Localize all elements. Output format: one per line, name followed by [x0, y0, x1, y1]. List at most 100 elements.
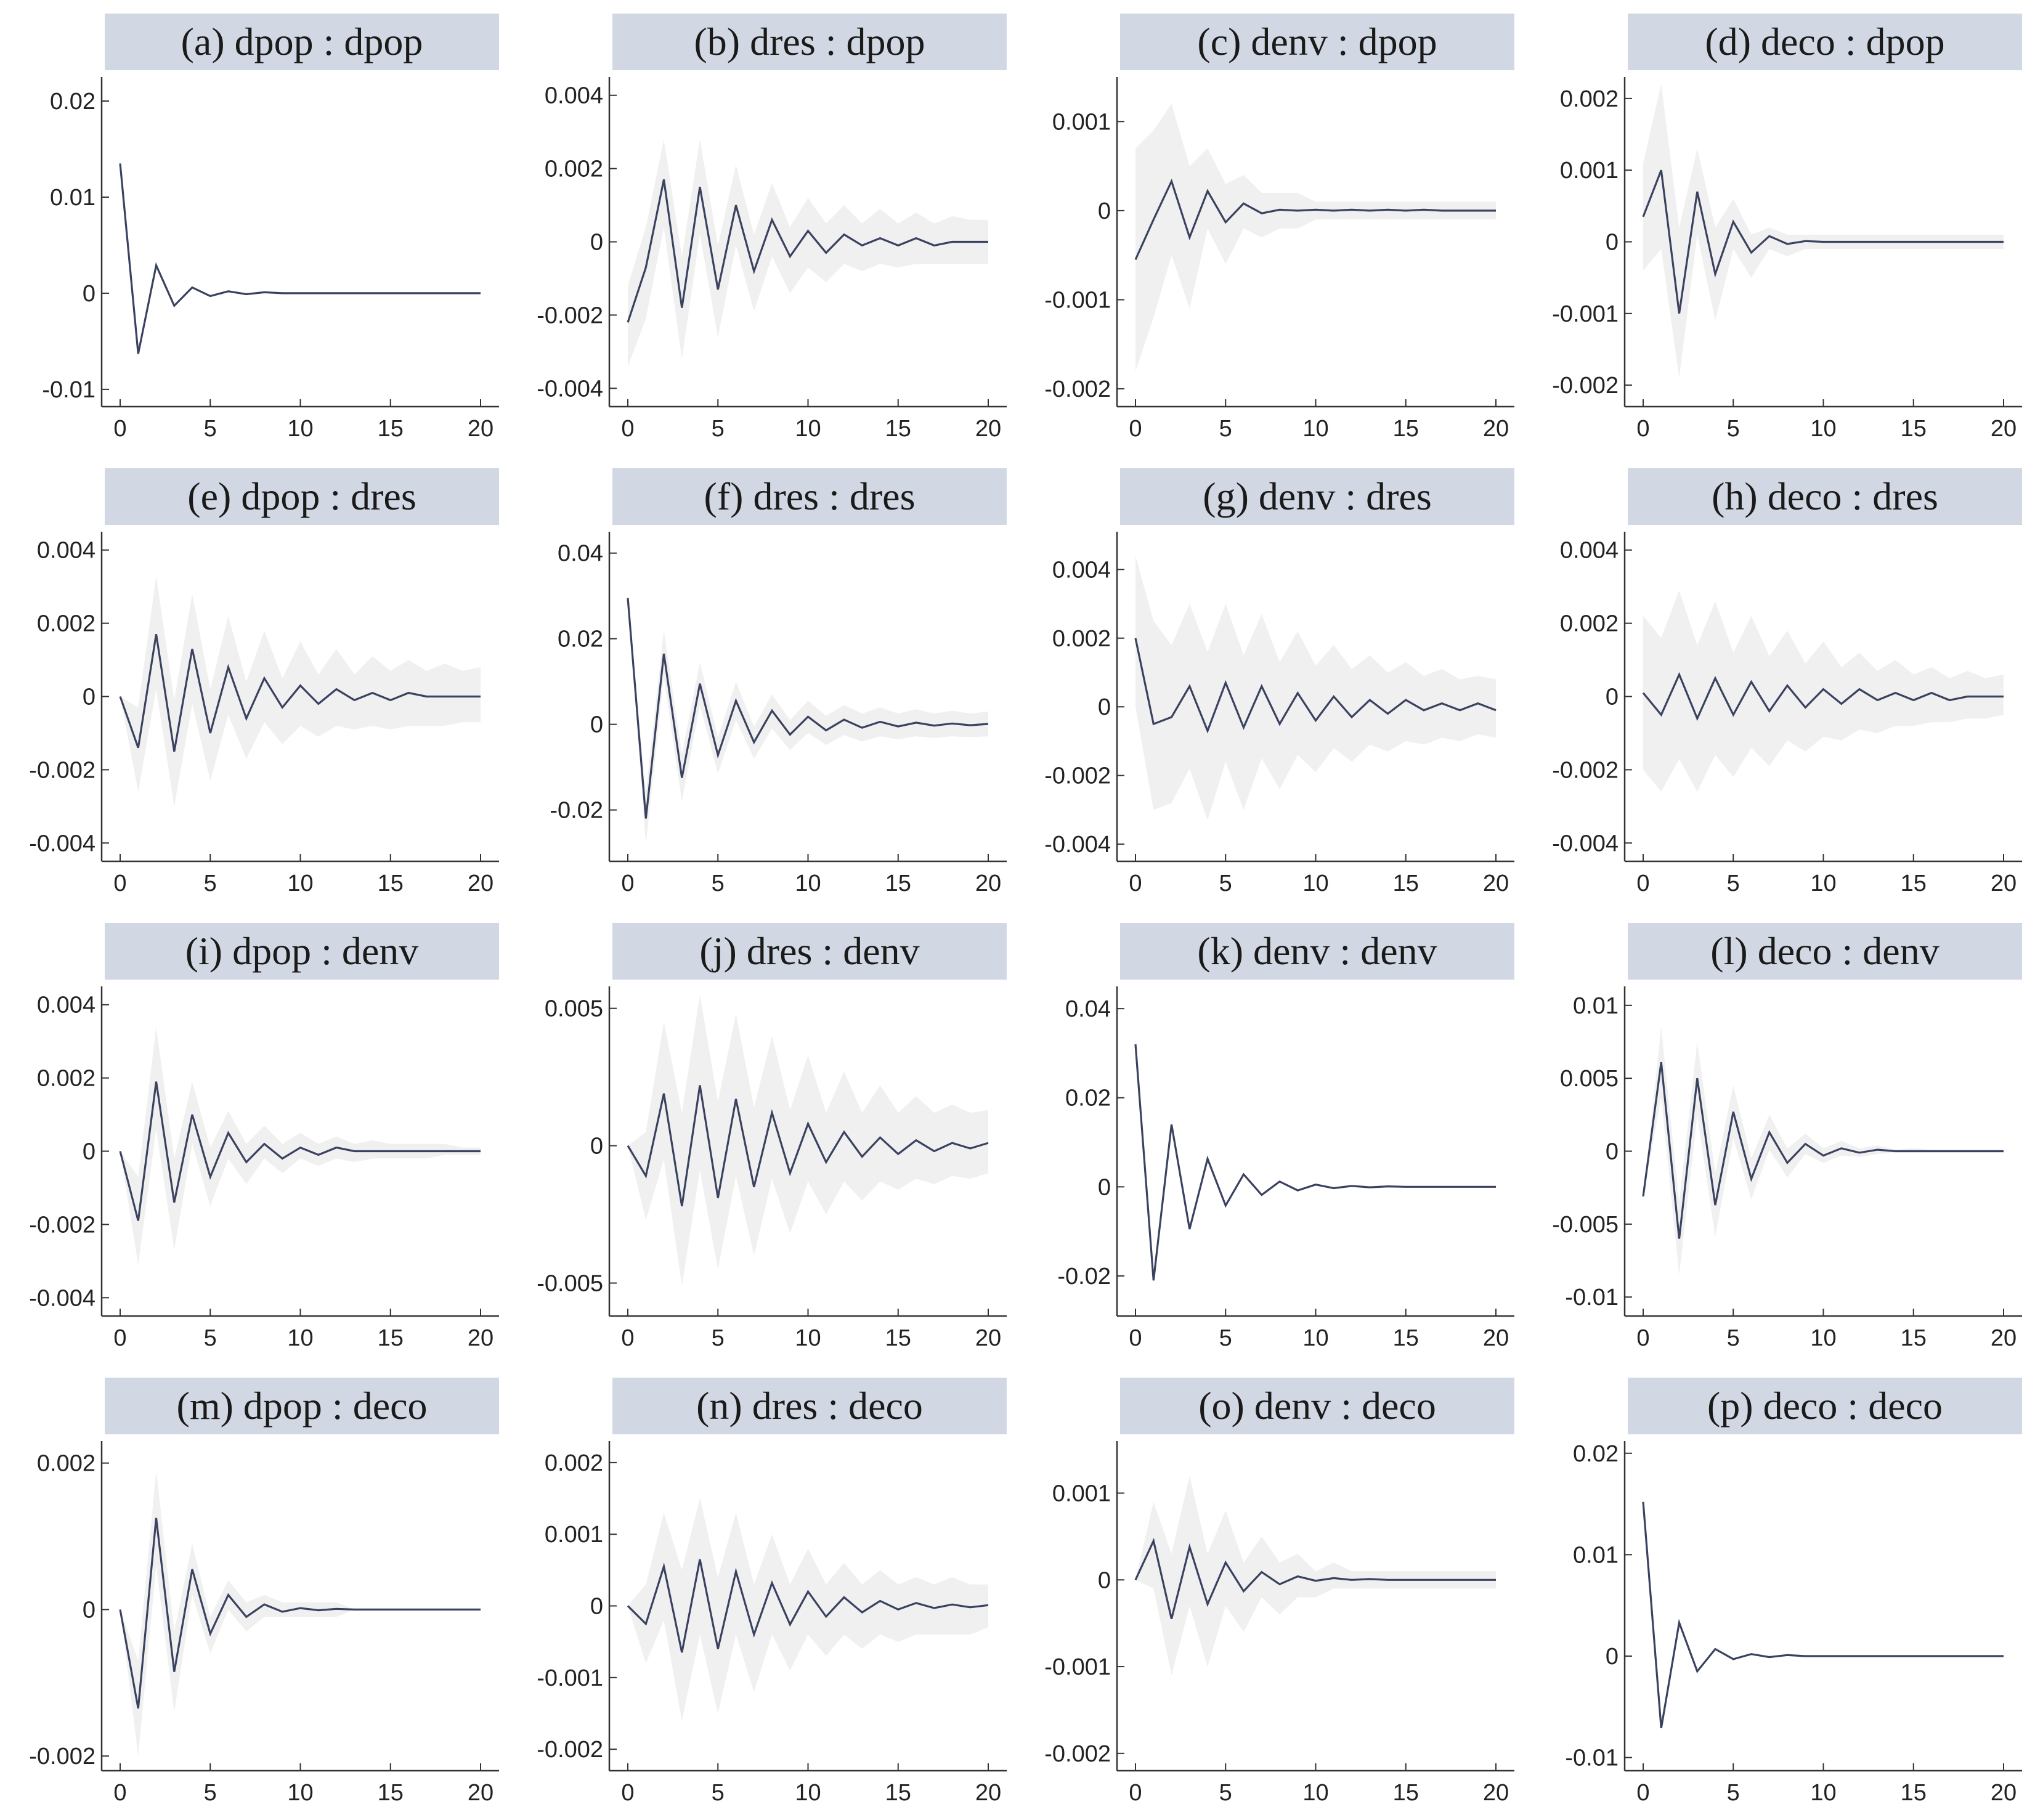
y-tick-label: -0.002	[1044, 1741, 1111, 1767]
confidence-band	[1135, 1044, 1496, 1281]
x-tick-label: 0	[1129, 1780, 1142, 1806]
response-line	[1642, 1062, 2004, 1239]
plot-area: -0.004 -0.002 0 0.002 0.004 0 5 10 15 20	[1552, 532, 2022, 896]
y-tick-label: 0.005	[1560, 1066, 1619, 1092]
x-tick-label: 10	[1810, 871, 1836, 896]
response-line	[1642, 1501, 2004, 1729]
x-tick-label: 5	[204, 871, 217, 896]
x-tick-label: 20	[1991, 1780, 2017, 1806]
panel-title: (m) dpop : deco	[105, 1378, 499, 1434]
response-line	[119, 634, 481, 752]
x-tick-label: 0	[1636, 416, 1649, 442]
y-tick-label: 0.004	[1560, 538, 1619, 564]
y-tick-label: 0.01	[1573, 1542, 1619, 1568]
x-tick-label: 0	[621, 1780, 634, 1806]
plot-area: -0.02 0 0.02 0.04 0 5 10 15 20	[550, 532, 1007, 896]
panel-title: (c) denv : dpop	[1120, 14, 1514, 70]
y-tick-label: 0.02	[1065, 1086, 1111, 1111]
x-tick-label: 0	[113, 416, 126, 442]
irf-panel: (p) deco : deco -0.01 0 0.01 0.02 0 5 10 15 20	[1523, 1364, 2031, 1819]
x-tick-label: 20	[1483, 1780, 1509, 1806]
y-tick-label: -0.005	[537, 1271, 603, 1297]
y-tick-label: -0.004	[29, 1285, 95, 1311]
irf-panel: (c) denv : dpop -0.002 -0.001 0 0.001 0 5 10 15 2…	[1015, 0, 1523, 455]
y-tick-label: -0.02	[550, 798, 603, 824]
y-tick-label: 0	[590, 1134, 603, 1160]
panel-title: (k) denv : denv	[1120, 923, 1514, 980]
x-tick-label: 20	[468, 871, 494, 896]
x-tick-label: 5	[1219, 871, 1232, 896]
plot-area: -0.005 0 0.005 0 5 10 15 20	[537, 986, 1007, 1351]
y-tick-label: 0.001	[1052, 109, 1111, 135]
plot-area: -0.002 -0.001 0 0.001 0.002 0 5 10 15 20	[1552, 77, 2022, 442]
y-tick-label: 0	[1098, 1174, 1111, 1200]
confidence-band	[628, 994, 988, 1286]
response-line	[627, 598, 989, 819]
y-tick-label: -0.01	[1565, 1745, 1619, 1771]
x-tick-label: 5	[204, 1780, 217, 1806]
confidence-band	[1643, 1027, 2004, 1275]
x-tick-label: 20	[468, 1780, 494, 1806]
y-tick-label: -0.02	[1057, 1264, 1111, 1290]
response-line	[627, 179, 988, 323]
y-tick-label: 0.01	[50, 185, 95, 211]
x-tick-label: 0	[1636, 1780, 1649, 1806]
y-tick-label: -0.01	[1565, 1285, 1619, 1310]
x-tick-label: 15	[1901, 416, 1927, 442]
y-tick-label: 0.004	[545, 83, 603, 109]
x-tick-label: 0	[1129, 1325, 1142, 1351]
irf-panel: (j) dres : denv -0.005 0 0.005 0 5 10 15 20	[508, 909, 1015, 1364]
irf-panel: (e) dpop : dres -0.004 -0.002 0 0.002 0.004 0 5…	[0, 455, 508, 909]
x-tick-label: 10	[1810, 1325, 1836, 1351]
y-tick-label: 0.004	[37, 993, 95, 1018]
y-tick-label: -0.01	[42, 377, 95, 403]
y-tick-label: 0.002	[37, 1066, 95, 1092]
y-tick-label: -0.002	[29, 1744, 95, 1769]
x-tick-label: 10	[795, 1325, 821, 1351]
x-tick-label: 15	[378, 871, 404, 896]
response-line	[119, 1081, 481, 1221]
confidence-band	[120, 1470, 481, 1757]
x-tick-label: 15	[378, 416, 404, 442]
x-tick-label: 0	[1129, 416, 1142, 442]
y-tick-label: -0.002	[537, 303, 603, 328]
y-tick-label: -0.002	[1552, 373, 1619, 399]
y-tick-label: 0	[1606, 1139, 1619, 1165]
panel-title: (o) denv : deco	[1120, 1378, 1514, 1434]
x-tick-label: 5	[712, 416, 725, 442]
irf-panel: (m) dpop : deco -0.002 0 0.002 0 5 10 15 20	[0, 1364, 508, 1819]
response-line	[119, 1517, 481, 1709]
x-tick-label: 15	[1393, 871, 1419, 896]
response-line	[1134, 178, 1496, 261]
y-tick-label: 0.002	[545, 156, 603, 182]
x-tick-label: 0	[1636, 871, 1649, 896]
x-tick-label: 10	[287, 1325, 313, 1351]
x-tick-label: 15	[1393, 416, 1419, 442]
x-tick-label: 10	[287, 871, 313, 896]
y-tick-label: 0	[1606, 685, 1619, 710]
x-tick-label: 10	[1302, 1325, 1328, 1351]
x-tick-label: 20	[468, 416, 494, 442]
y-tick-label: 0	[1098, 1567, 1111, 1593]
x-tick-label: 20	[975, 1325, 1001, 1351]
x-tick-label: 10	[1302, 416, 1328, 442]
y-tick-label: -0.002	[537, 1737, 603, 1763]
x-tick-label: 5	[1727, 871, 1740, 896]
confidence-band	[1135, 1476, 1496, 1676]
x-tick-label: 20	[1483, 1325, 1509, 1351]
x-tick-label: 0	[621, 416, 634, 442]
irf-panel: (a) dpop : dpop -0.01 0 0.01 0.02 0 5 10 15 20	[0, 0, 508, 455]
confidence-band	[628, 1498, 988, 1721]
response-line	[1134, 1537, 1496, 1619]
y-tick-label: 0.004	[1052, 557, 1111, 583]
panel-title: (p) deco : deco	[1628, 1378, 2022, 1434]
x-tick-label: 15	[1901, 1780, 1927, 1806]
x-tick-label: 15	[378, 1780, 404, 1806]
y-tick-label: 0.002	[37, 1451, 95, 1477]
x-tick-label: 15	[1393, 1325, 1419, 1351]
y-tick-label: 0	[590, 1594, 603, 1620]
irf-panel: (i) dpop : denv -0.004 -0.002 0 0.002 0.004 0 5…	[0, 909, 508, 1364]
x-tick-label: 10	[287, 416, 313, 442]
y-tick-label: 0.001	[1052, 1481, 1111, 1506]
x-tick-label: 5	[204, 416, 217, 442]
